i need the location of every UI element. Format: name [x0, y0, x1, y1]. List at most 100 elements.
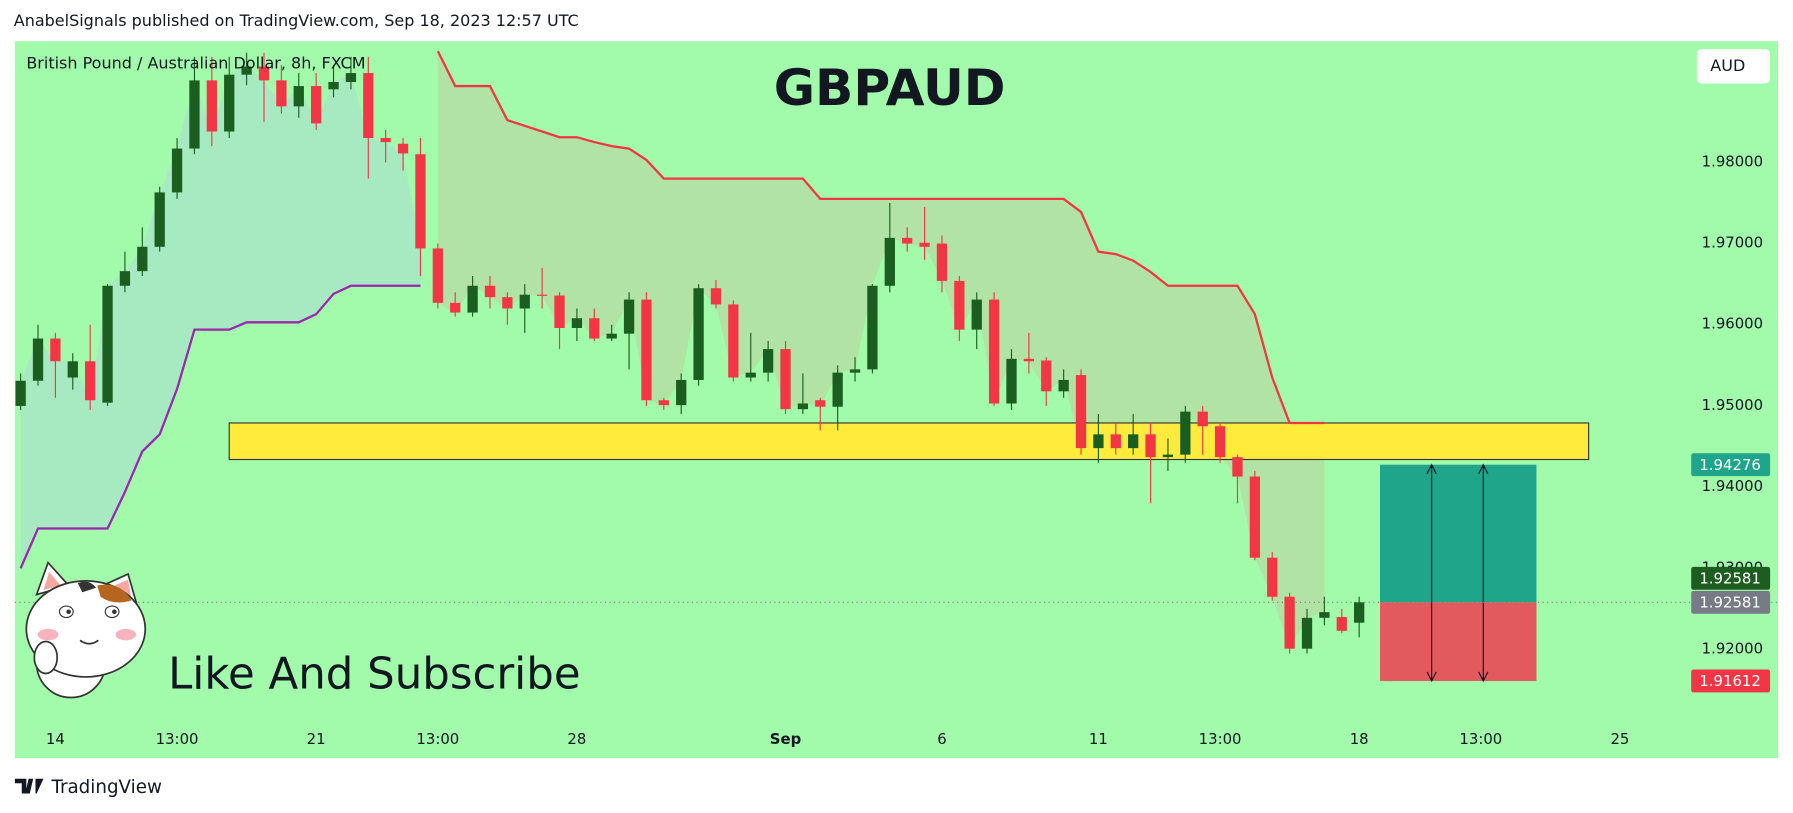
stop-loss-tag — [1691, 669, 1771, 693]
candle-body — [1232, 457, 1243, 477]
candle-body — [1006, 358, 1017, 404]
candle-body — [1284, 596, 1295, 649]
currency-label: AUD — [1710, 56, 1745, 75]
x-tick-label: 13:00 — [156, 730, 199, 748]
band-line — [436, 50, 1325, 425]
candle-body — [432, 248, 443, 303]
candle-body — [189, 80, 200, 149]
arrow — [1426, 463, 1437, 683]
candle-body — [849, 369, 861, 373]
candle-body — [1180, 411, 1191, 455]
entry-tag-label: 1.92581 — [1699, 593, 1760, 611]
candle-body — [589, 318, 600, 339]
candle-body — [50, 338, 61, 362]
y-tick-label: 1.96000 — [1702, 315, 1763, 333]
chart-title: GBPAUD — [774, 58, 1006, 117]
candle-body — [171, 148, 183, 193]
candle-body — [241, 66, 252, 75]
candle-body — [693, 288, 704, 380]
candle-body — [15, 380, 26, 406]
band-line — [19, 284, 421, 569]
x-tick-label: 6 — [937, 730, 946, 748]
loss-zone — [1380, 602, 1537, 681]
candle-body — [1354, 602, 1365, 623]
take-profit-tag-label: 1.94276 — [1699, 456, 1760, 474]
y-tick-label: 1.98000 — [1702, 152, 1763, 170]
y-tick-label: 1.95000 — [1702, 396, 1763, 414]
candle-body — [276, 80, 287, 107]
publish-header: AnabelSignals published on TradingView.c… — [14, 11, 579, 30]
candle-body — [676, 379, 687, 406]
tradingview-logo: TradingView — [14, 777, 162, 798]
candle-body — [971, 299, 982, 330]
x-tick-label: 18 — [1350, 730, 1369, 748]
last-close-tag-label: 1.92581 — [1699, 569, 1760, 587]
arrow — [1478, 463, 1489, 683]
candle-body — [1319, 612, 1330, 618]
candle-body — [1145, 434, 1156, 458]
band-cloud — [20, 66, 421, 569]
candle-body — [380, 138, 391, 143]
candle-body — [988, 299, 1000, 404]
candle-body — [867, 285, 878, 370]
candle-body — [641, 299, 652, 401]
y-tick-label: 1.94000 — [1702, 477, 1763, 495]
candle-body — [519, 294, 530, 309]
candle-body — [954, 280, 965, 330]
footer-brand: TradingView — [50, 777, 162, 798]
cat-sticker — [25, 560, 147, 699]
candle-body — [1041, 360, 1052, 392]
candle-body — [902, 237, 913, 244]
candle-body — [1110, 434, 1121, 449]
candle-body — [728, 304, 739, 378]
profit-zone — [1380, 464, 1537, 603]
candle-body — [536, 294, 548, 296]
candle-body — [1075, 375, 1087, 449]
x-tick-label: 13:00 — [1459, 730, 1502, 748]
candle-body — [328, 82, 339, 90]
x-tick-label: 11 — [1089, 730, 1108, 748]
support-zone — [228, 422, 1590, 461]
x-tick-label: 13:00 — [416, 730, 459, 748]
x-tick-label: 28 — [567, 730, 586, 748]
candle-body — [1214, 426, 1226, 458]
candle-body — [1249, 476, 1261, 558]
candle-body — [623, 299, 635, 334]
candle-body — [206, 80, 217, 132]
chart-layer: British Pound / Australian Dollar, 8h, F… — [14, 49, 1779, 748]
candle-body — [397, 143, 409, 154]
candle-body — [1093, 434, 1104, 449]
candle-body — [67, 361, 78, 378]
candle-body — [363, 73, 374, 139]
candle-body — [606, 333, 617, 339]
candle-body — [815, 400, 826, 407]
x-tick-label: 14 — [46, 730, 65, 748]
candle-body — [293, 86, 304, 107]
candle-body — [502, 297, 513, 309]
candle-body — [32, 338, 44, 381]
candle-body — [884, 237, 895, 286]
candle-body — [780, 349, 791, 410]
candle-body — [1336, 617, 1347, 631]
candle-body — [554, 295, 565, 328]
take-profit-tag — [1691, 453, 1771, 477]
candle-body — [102, 285, 113, 403]
y-tick-label: 1.97000 — [1702, 234, 1763, 252]
x-tick-label: 13:00 — [1199, 730, 1242, 748]
candle-body — [85, 361, 96, 401]
candle-body — [797, 403, 809, 410]
candle-body — [710, 288, 722, 305]
candle-body — [919, 242, 930, 247]
candle-body — [258, 66, 270, 81]
candle-body — [119, 271, 131, 286]
x-tick-label: 21 — [307, 730, 326, 748]
y-tick-label: 1.92000 — [1702, 639, 1763, 657]
candle-body — [137, 246, 148, 272]
candle-body — [450, 302, 461, 313]
candle-body — [484, 285, 496, 298]
candle-body — [154, 192, 165, 247]
candle-body — [311, 86, 322, 124]
x-tick-label: 25 — [1610, 730, 1629, 748]
